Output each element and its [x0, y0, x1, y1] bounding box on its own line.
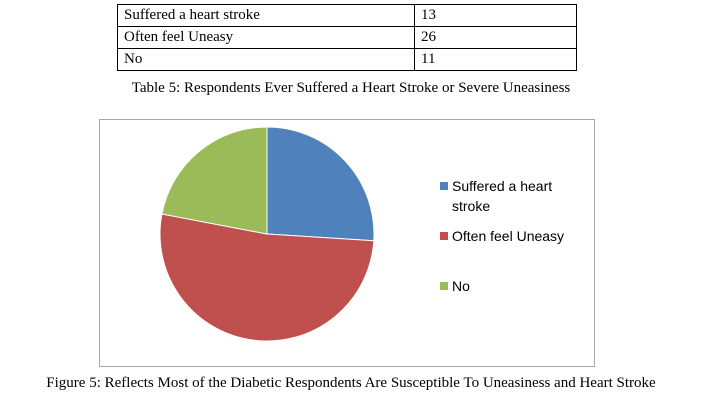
data-table: Suffered a heart stroke 13 Often feel Un…	[117, 4, 577, 71]
table-row: Often feel Uneasy 26	[117, 26, 577, 49]
legend-label: Often feel Uneasy	[452, 228, 565, 244]
table-row: No 11	[117, 48, 577, 71]
figure-caption: Figure 5: Reflects Most of the Diabetic …	[46, 375, 656, 391]
legend-label: Suffered a heart stroke	[452, 178, 553, 214]
legend-swatch	[440, 232, 448, 240]
table-caption: Table 5: Respondents Ever Suffered a Hea…	[131, 80, 571, 96]
pie-slice-suffered-a-heart-stroke	[266, 126, 375, 242]
table-cell-value: 26	[414, 26, 577, 49]
legend-swatch	[440, 182, 448, 190]
pie-slice-often-feel-uneasy	[159, 213, 375, 342]
pie-chart-canvas	[159, 126, 375, 342]
pie-chart: Suffered a heart stroke Often feel Uneasy N…	[99, 119, 595, 367]
table-row: Suffered a heart stroke 13	[117, 4, 577, 27]
table-cell-label: No	[117, 48, 415, 71]
legend-swatch	[440, 282, 448, 290]
table-cell-label: Suffered a heart stroke	[117, 4, 415, 27]
table-cell-label: Often feel Uneasy	[117, 26, 415, 49]
table-cell-value: 11	[414, 48, 577, 71]
legend-item: Suffered a heart stroke	[440, 176, 572, 216]
legend-item: Often feel Uneasy	[440, 226, 572, 246]
legend-label: No	[452, 278, 470, 294]
legend-item: No	[440, 276, 572, 296]
pie-slice-no	[161, 126, 268, 235]
table-cell-value: 13	[414, 4, 577, 27]
